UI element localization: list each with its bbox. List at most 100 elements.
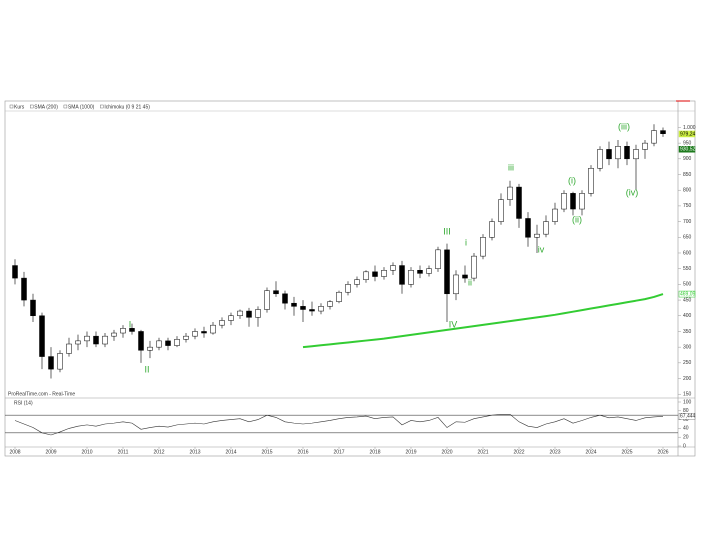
legend-box xyxy=(30,104,34,109)
candle-body xyxy=(579,193,585,210)
candle-body xyxy=(156,340,162,348)
candle-body xyxy=(30,299,36,317)
candle-body xyxy=(543,221,549,235)
candle-body xyxy=(453,274,459,295)
candle-body xyxy=(444,249,450,295)
candle-body xyxy=(372,271,378,277)
y-tick-label: 250 xyxy=(683,360,692,366)
candle-body xyxy=(183,335,189,340)
candle-body xyxy=(309,309,315,312)
candle-body xyxy=(318,306,324,312)
candle-body xyxy=(300,306,306,310)
candle-body xyxy=(345,284,351,293)
candle-body xyxy=(57,353,63,370)
price-tag-label: 930,52 xyxy=(680,147,696,153)
candle-body xyxy=(327,301,333,307)
candle-body xyxy=(471,255,477,279)
y-tick-label: 900 xyxy=(683,156,692,162)
candle-body xyxy=(165,340,171,346)
wave-label: (iv) xyxy=(626,187,639,197)
candle-body xyxy=(219,320,225,326)
wave-label: iii xyxy=(508,162,514,172)
candle-body xyxy=(561,193,567,210)
legend-item: Ichimoku (0 9 21 45) xyxy=(104,104,150,110)
candle-body xyxy=(507,186,513,200)
y-tick-label: 300 xyxy=(683,344,692,350)
y-tick-label: 150 xyxy=(683,392,692,398)
rsi-title: RSI (14) xyxy=(14,400,33,406)
candle-body xyxy=(408,270,414,285)
candle-body xyxy=(642,142,648,150)
candle-body xyxy=(129,328,135,332)
wave-label: (ii) xyxy=(572,214,582,224)
y-tick-label: 700 xyxy=(683,219,692,225)
y-tick-label: 750 xyxy=(683,203,692,209)
price-tag-label: 469,09 xyxy=(680,291,696,297)
wave-label: IV xyxy=(449,319,458,329)
y-tick-label: 850 xyxy=(683,172,692,178)
candle-body xyxy=(480,237,486,257)
candle-body xyxy=(660,130,666,134)
rsi-line xyxy=(14,414,664,436)
candle-body xyxy=(651,130,657,144)
candle-body xyxy=(399,265,405,285)
candle-body xyxy=(516,186,522,219)
candle-body xyxy=(138,331,144,351)
candle-body xyxy=(498,199,504,222)
x-tick-label: 2026 xyxy=(657,449,668,455)
candle-body xyxy=(120,328,126,334)
legend-item: SMA (1000) xyxy=(68,104,95,110)
candle-body xyxy=(102,335,108,345)
x-tick-label: 2008 xyxy=(9,449,20,455)
candle-body xyxy=(273,290,279,295)
candle-body xyxy=(291,302,297,307)
x-tick-label: 2025 xyxy=(621,449,632,455)
candle-body xyxy=(417,270,423,274)
price-tag-label: 979,24 xyxy=(680,131,696,137)
x-tick-label: 2020 xyxy=(441,449,452,455)
candle-body xyxy=(588,167,594,194)
x-tick-label: 2009 xyxy=(45,449,56,455)
candle-body xyxy=(39,315,45,357)
candle-body xyxy=(390,265,396,271)
x-tick-label: 2012 xyxy=(153,449,164,455)
wave-label: ii xyxy=(468,277,472,287)
candle-body xyxy=(534,233,540,238)
candle-body xyxy=(426,268,432,274)
source: ProRealTime.com - Real-Time xyxy=(8,391,75,397)
candle-body xyxy=(282,293,288,304)
rsi-tick-label: 40 xyxy=(683,426,689,432)
x-tick-label: 2015 xyxy=(261,449,272,455)
candle-body xyxy=(174,339,180,346)
candle-body xyxy=(255,309,261,318)
candle-body xyxy=(228,315,234,321)
wave-label: (iii) xyxy=(618,121,630,131)
candle-body xyxy=(75,340,81,345)
rsi-tick-label: 100 xyxy=(683,399,692,405)
rsi-tick-label: 60 xyxy=(683,417,689,423)
legend-item: SMA (200) xyxy=(34,104,58,110)
candle-body xyxy=(264,290,270,310)
price-tag xyxy=(678,145,696,153)
candle-body xyxy=(606,149,612,160)
rsi-tag xyxy=(678,413,696,420)
wave-label: i xyxy=(465,237,467,247)
candle-body xyxy=(381,270,387,277)
candle-body xyxy=(552,208,558,222)
candle-body xyxy=(354,279,360,285)
candle-body xyxy=(363,271,369,280)
wave-label: (i) xyxy=(568,175,576,185)
candle-body xyxy=(111,332,117,337)
frame xyxy=(4,100,696,457)
legend-box xyxy=(63,104,68,109)
y-tick-label: 600 xyxy=(683,250,692,256)
candle-body xyxy=(66,343,72,354)
candle-body xyxy=(12,265,18,279)
candle-body xyxy=(210,324,216,334)
candle-body xyxy=(237,310,243,317)
candle-body xyxy=(462,274,468,279)
x-tick-label: 2023 xyxy=(549,449,560,455)
wave-label: II xyxy=(144,364,149,374)
candle-body xyxy=(93,335,99,345)
x-tick-label: 2022 xyxy=(513,449,524,455)
